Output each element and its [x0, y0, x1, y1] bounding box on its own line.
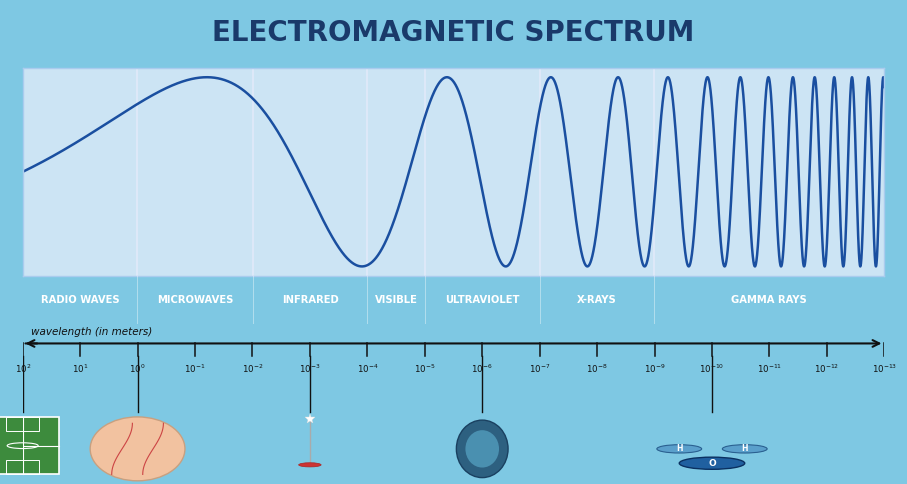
Text: $10^{-6}$: $10^{-6}$: [472, 363, 493, 375]
Circle shape: [298, 463, 321, 467]
Text: $10^{-8}$: $10^{-8}$: [586, 363, 608, 375]
Circle shape: [657, 445, 702, 453]
Text: wavelength (in meters): wavelength (in meters): [31, 328, 152, 337]
Ellipse shape: [456, 420, 508, 478]
Ellipse shape: [90, 417, 185, 481]
Ellipse shape: [465, 430, 499, 468]
Text: VISIBLE: VISIBLE: [375, 295, 417, 305]
Text: $10^{-2}$: $10^{-2}$: [242, 363, 263, 375]
Text: MICROWAVES: MICROWAVES: [157, 295, 233, 305]
Text: ELECTROMAGNETIC SPECTRUM: ELECTROMAGNETIC SPECTRUM: [212, 19, 695, 47]
Text: $10^{-11}$: $10^{-11}$: [756, 363, 782, 375]
Text: INFRARED: INFRARED: [282, 295, 338, 305]
Text: $10^{-7}$: $10^{-7}$: [529, 363, 551, 375]
Bar: [0, 417, 59, 474]
Text: $10^{-3}$: $10^{-3}$: [299, 363, 320, 375]
Text: $10^{1}$: $10^{1}$: [72, 363, 88, 375]
Text: H: H: [742, 444, 748, 454]
Text: $10^{-4}$: $10^{-4}$: [356, 363, 378, 375]
Text: $10^{2}$: $10^{2}$: [15, 363, 31, 375]
Text: $10^{-13}$: $10^{-13}$: [872, 363, 897, 375]
Text: O: O: [708, 459, 716, 468]
Text: H: H: [676, 444, 682, 454]
Text: $10^{-1}$: $10^{-1}$: [184, 363, 206, 375]
Bar: [6, 460, 39, 474]
Circle shape: [722, 445, 767, 453]
Circle shape: [679, 457, 745, 469]
Bar: [6, 417, 39, 431]
Text: RADIO WAVES: RADIO WAVES: [41, 295, 120, 305]
Text: ULTRAVIOLET: ULTRAVIOLET: [445, 295, 520, 305]
Text: $10^{0}$: $10^{0}$: [130, 363, 146, 375]
Text: GAMMA RAYS: GAMMA RAYS: [731, 295, 807, 305]
Text: $10^{-12}$: $10^{-12}$: [814, 363, 840, 375]
Text: $10^{-10}$: $10^{-10}$: [699, 363, 725, 375]
Text: X-RAYS: X-RAYS: [577, 295, 617, 305]
Text: $10^{-9}$: $10^{-9}$: [644, 363, 666, 375]
Text: $10^{-5}$: $10^{-5}$: [414, 363, 435, 375]
